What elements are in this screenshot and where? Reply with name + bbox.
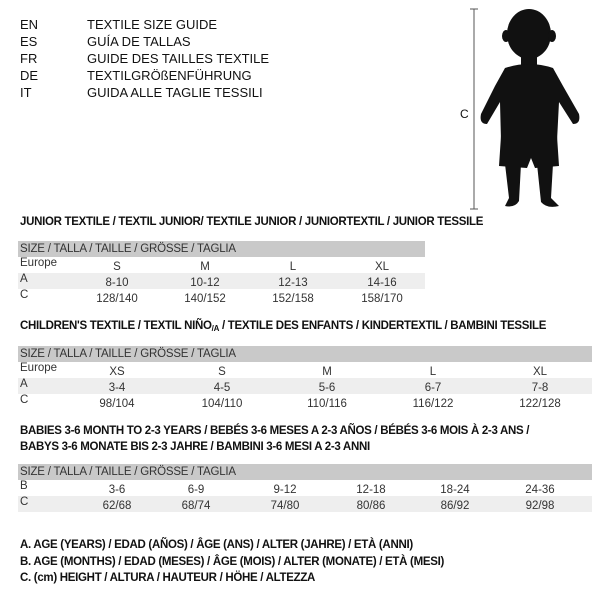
table-row: B 3-6 6-9 9-12 12-18 18-24 24-36 xyxy=(20,480,555,496)
legend: A. AGE (YEARS) / EDAD (AÑOS) / ÂGE (ANS)… xyxy=(20,537,444,587)
junior-size-table: SIZE / TALLA / TAILLE / GRÖSSE / TAGLIA … xyxy=(18,241,425,305)
table-row: C 128/140 140/152 152/158 158/170 xyxy=(20,289,403,305)
babies-size-table: SIZE / TALLA / TAILLE / GRÖSSE / TAGLIA … xyxy=(18,464,592,512)
table-header: SIZE / TALLA / TAILLE / GRÖSSE / TAGLIA xyxy=(18,241,425,257)
child-silhouette-figure: C xyxy=(455,6,595,212)
table-row: C 62/68 68/74 74/80 80/86 86/92 92/98 xyxy=(18,496,592,512)
children-heading: CHILDREN'S TEXTILE / TEXTIL NIÑO/A / TEX… xyxy=(20,320,547,333)
legend-b: B. AGE (MONTHS) / EDAD (MESES) / ÂGE (MO… xyxy=(20,555,445,568)
babies-heading: BABIES 3-6 MONTH TO 2-3 YEARS / BEBÉS 3-… xyxy=(20,425,530,453)
legend-c: C. (cm) HEIGHT / ALTURA / HAUTEUR / HÖHE… xyxy=(20,572,316,584)
lang-es: ES GUÍA DE TALLAS xyxy=(20,34,191,49)
table-row: Europe S M L XL xyxy=(20,257,390,273)
lang-en: EN TEXTILE SIZE GUIDE xyxy=(20,17,218,32)
legend-a: A. AGE (YEARS) / EDAD (AÑOS) / ÂGE (ANS)… xyxy=(20,539,413,551)
lang-de: DE TEXTILGRÖßENFÜHRUNG xyxy=(20,68,252,83)
table-header: SIZE / TALLA / TAILLE / GRÖSSE / TAGLIA xyxy=(18,464,592,480)
junior-heading: JUNIOR TEXTILE / TEXTIL JUNIOR/ TEXTILE … xyxy=(20,216,484,228)
table-row: A 8-10 10-12 12-13 14-16 xyxy=(18,273,425,289)
table-row: C 98/104 104/110 110/116 116/122 122/128 xyxy=(20,394,561,410)
lang-fr: FR GUIDE DES TAILLES TEXTILE xyxy=(20,51,270,66)
height-measure-label: C xyxy=(460,107,469,121)
table-row: Europe XS S M L XL xyxy=(20,362,548,378)
lang-it: IT GUIDA ALLE TAGLIE TESSILI xyxy=(20,85,263,100)
child-silhouette-icon xyxy=(470,8,580,210)
children-size-table: SIZE / TALLA / TAILLE / GRÖSSE / TAGLIA … xyxy=(18,346,592,410)
language-titles: EN TEXTILE SIZE GUIDE ES GUÍA DE TALLAS FR… xyxy=(20,16,269,101)
table-row: A 3-4 4-5 5-6 6-7 7-8 xyxy=(18,378,592,394)
table-header: SIZE / TALLA / TAILLE / GRÖSSE / TAGLIA xyxy=(18,346,592,362)
